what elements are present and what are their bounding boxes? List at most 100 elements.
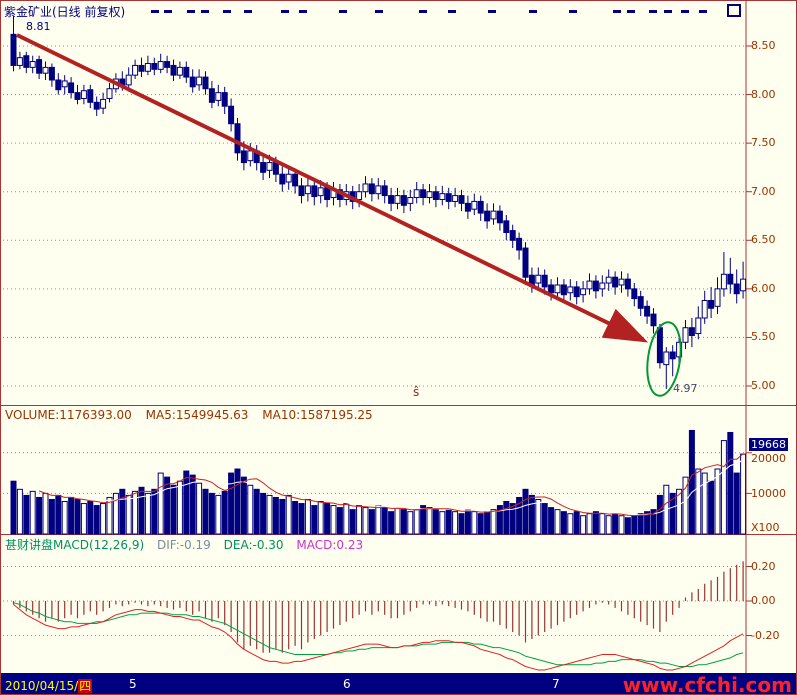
volume-bar [599,513,606,535]
candle [714,288,721,307]
volume-bar [708,480,715,535]
top-dash-marker [151,10,159,13]
top-dash-marker [529,10,537,13]
volume-bar [400,509,407,535]
candle [599,282,606,290]
candle [516,237,523,251]
candle [381,185,388,197]
candle [36,59,43,74]
volume-bar [567,513,574,535]
volume-bar [528,494,535,535]
volume-bar [560,511,567,535]
candle [189,76,196,88]
candle [132,64,139,76]
candle [535,274,542,284]
candle [413,189,420,199]
candle [260,162,267,173]
volume-bar [541,503,548,535]
date-label: 2010/04/15/四 [5,679,93,693]
volume-bar [87,501,94,535]
volume-bar [157,472,164,535]
volume-bar [637,513,644,535]
candle [407,197,414,204]
volume-bar [618,515,625,535]
candle [48,66,55,81]
candle [93,101,100,110]
window-restore-icon[interactable] [727,4,741,17]
candle [55,79,62,91]
candle [292,173,299,187]
volume-bar [413,509,420,535]
candle [42,66,49,74]
volume-bar [202,488,209,535]
candle [439,193,446,200]
macd-title-label: 甚财讲盘MACD(12,26,9) [5,538,145,552]
volume-bar [445,509,452,535]
volume-bar [509,503,516,535]
candle [426,191,433,199]
candle [234,123,241,154]
candle [125,74,132,86]
high-price-label: 8.81 [26,20,51,33]
candle [215,92,222,101]
candle [432,191,439,200]
volume-current-tag: 19668 [749,438,788,451]
candle [324,187,331,200]
volume-bar [349,509,356,535]
candle [471,200,478,210]
candle [688,327,695,336]
volume-bar [74,498,81,535]
candle [496,210,503,224]
candle [631,288,638,300]
volume-bar [432,509,439,535]
watermark-url[interactable]: www.cfchi.com [622,673,792,695]
volume-bar [477,513,484,535]
candle [560,284,567,296]
candle [16,57,23,66]
candle [68,82,75,94]
candle [554,284,561,294]
top-dash-marker [681,10,689,13]
candle [388,195,395,204]
volume-bar [23,494,30,535]
highlight-ellipse [646,321,682,397]
candle [138,64,145,72]
top-dash-marker [569,10,577,13]
volume-bar [464,509,471,535]
volume-bar [676,488,683,535]
macd-info-line: 甚财讲盘MACD(12,26,9) DIF:-0.19 DEA:-0.30 MA… [5,536,372,553]
volume-bar [170,484,177,535]
volume-bar [381,507,388,535]
month-label: 5 [129,677,137,691]
volume-ma10-line [70,459,744,516]
volume-bar [688,429,695,535]
candle [272,162,279,175]
candle [196,76,203,86]
volume-bar [644,511,651,535]
volume-bar [266,494,273,535]
volume-bar [580,515,587,535]
candle [144,62,151,72]
volume-bar [631,515,638,535]
candle [650,313,657,327]
volume-bar [260,492,267,535]
candle [221,92,228,107]
volume-bar [80,503,87,535]
candle [164,61,171,68]
volume-bar [682,476,689,535]
volume-bar [247,484,254,535]
volume-bar [669,492,676,535]
candle [618,278,625,286]
volume-bar [484,511,491,535]
candle [586,280,593,290]
candle [87,89,94,103]
candle [509,230,516,241]
candle [624,278,631,290]
volume-ma5-line [38,453,744,517]
volume-bar [727,431,734,535]
volume-bar [388,511,395,535]
volume-bar [183,470,190,535]
volume-bar [535,498,542,535]
candle [10,33,17,66]
volume-bar [356,505,363,535]
